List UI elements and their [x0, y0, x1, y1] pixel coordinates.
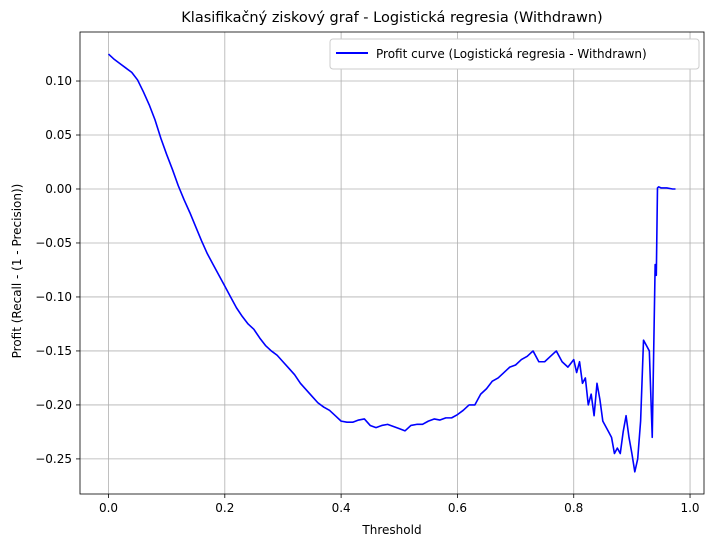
y-tick-label: −0.10 [35, 290, 72, 304]
x-tick-label: 0.4 [332, 501, 351, 515]
y-tick-label: 0.05 [45, 128, 72, 142]
legend-entry-profit-curve: Profit curve (Logistická regresia - With… [376, 47, 647, 61]
x-axis-label: Threshold [361, 523, 421, 537]
y-tick-label: 0.10 [45, 74, 72, 88]
y-axis-label: Profit (Recall - (1 - Precision)) [10, 184, 24, 359]
y-tick-label: −0.25 [35, 452, 72, 466]
plot-frame [79, 31, 705, 495]
x-tick-label: 0.6 [448, 501, 467, 515]
x-tick-label: 0.2 [215, 501, 234, 515]
legend: Profit curve (Logistická regresia - With… [329, 38, 700, 70]
y-tick-label: −0.15 [35, 344, 72, 358]
series-line-profit-curve [107, 53, 676, 473]
series-layer [107, 53, 676, 473]
y-tick-label: −0.05 [35, 236, 72, 250]
x-tick-label: 1.0 [680, 501, 699, 515]
x-tick-label: 0.8 [564, 501, 583, 515]
legend-box [329, 38, 700, 70]
y-tick-label: 0.00 [45, 182, 72, 196]
ticks: 0.0 0.2 0.4 0.6 0.8 1.0 0.10 0.05 0.00 −0.05 −0.10… [35, 74, 699, 515]
chart-title: Klasifikačný ziskový graf - Logistická r… [181, 10, 602, 26]
x-tick-label: 0.0 [99, 501, 118, 515]
y-tick-label: −0.20 [35, 398, 72, 412]
